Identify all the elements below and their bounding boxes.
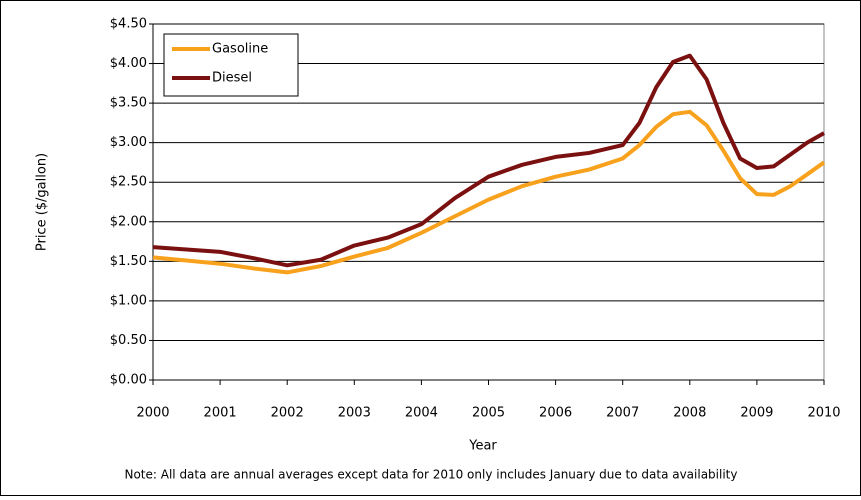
note: Note: All data are annual averages excep… [124,468,737,482]
series-line [152,53,825,268]
y-tick-label: $2.00 [110,214,147,229]
x-axis-label: Year [468,439,497,454]
y-tick-label: $4.00 [110,56,147,71]
y-tick-label: $3.50 [110,96,147,111]
x-tick-label: 2004 [405,406,438,421]
y-tick-label: $0.00 [110,373,147,388]
x-tick-label: 2007 [606,406,639,421]
y-tick-label: $4.50 [110,17,147,32]
y-tick-label: $3.00 [110,135,147,150]
x-tick-label: 2005 [472,406,505,421]
legend-box [163,33,299,97]
y-tick-label: $1.50 [110,254,147,269]
legend-label: Gasoline [212,42,268,57]
y-axis-label: Price ($/gallon) [35,153,50,251]
x-tick-label: 2006 [539,406,572,421]
y-tick-label: $0.50 [110,333,147,348]
y-tick-label: $1.00 [110,293,147,308]
x-tick-label: 2009 [740,406,773,421]
series-line [152,109,826,275]
x-tick-label: 2010 [807,406,840,421]
legend-label: Diesel [212,71,252,86]
y-tick-label: $2.50 [110,175,147,190]
x-tick-label: 2002 [271,406,304,421]
x-tick-label: 2000 [136,406,169,421]
x-tick-label: 2001 [204,406,237,421]
x-tick-label: 2008 [673,406,706,421]
x-tick-label: 2003 [338,406,371,421]
